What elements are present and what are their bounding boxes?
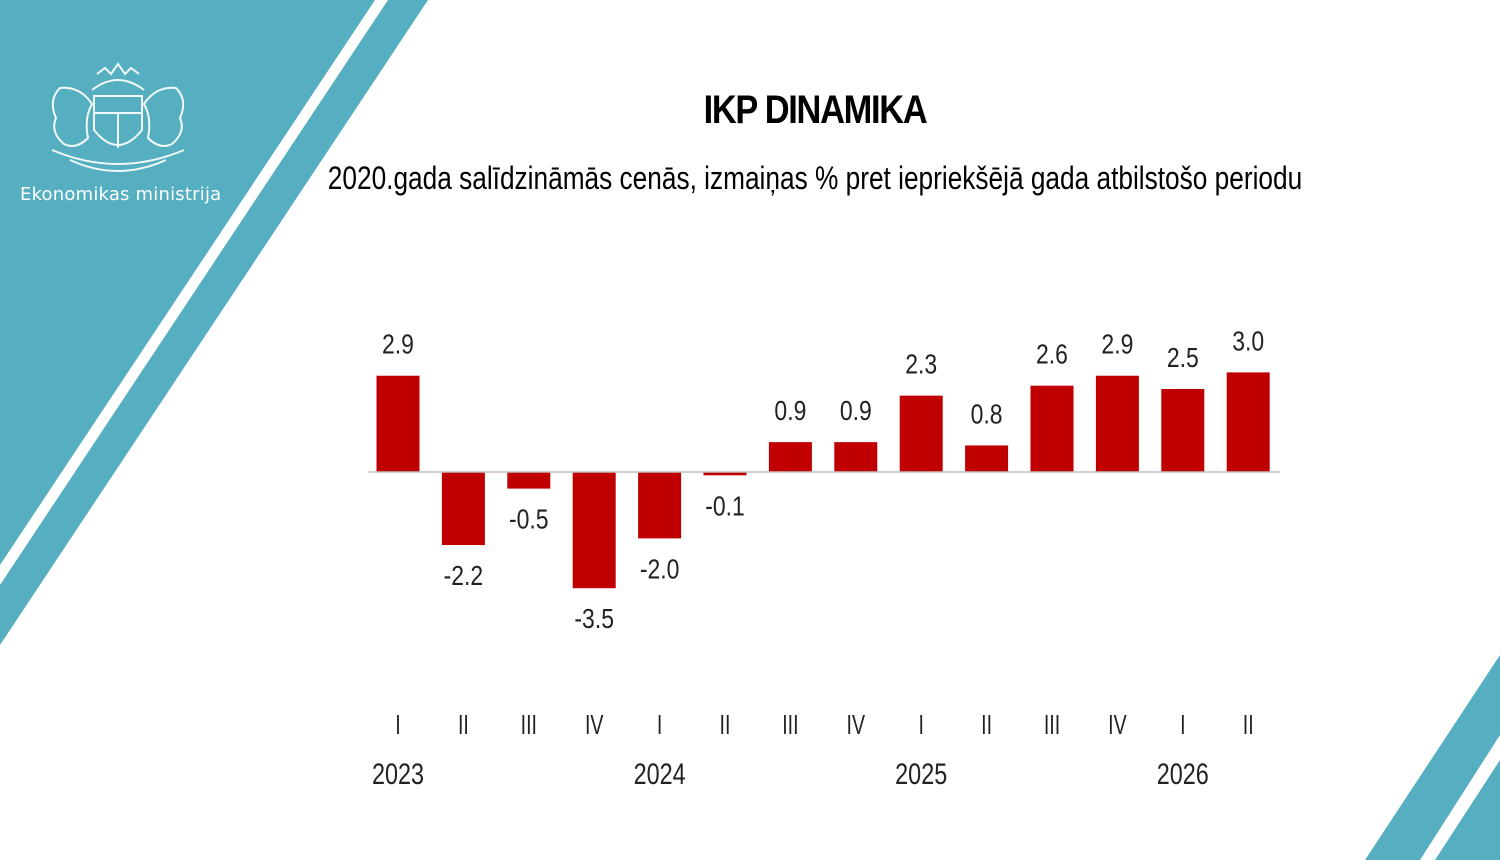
category-label: III	[521, 710, 537, 741]
category-label: II	[720, 710, 731, 741]
value-label: 2.5	[1167, 343, 1199, 374]
year-label: 2024	[634, 757, 686, 790]
category-label: IV	[1108, 710, 1127, 741]
value-label: 0.9	[840, 396, 872, 427]
right-accent-corner	[1435, 760, 1500, 860]
org-name: Ekonomikas ministrija	[20, 184, 222, 205]
value-labels-group: 2.9 -2.2 -0.5 -3.5 -2.0 -0.1 0.9 0.9 2.3 0.8 2.6 2.…	[382, 326, 1264, 634]
value-label: 0.9	[774, 396, 806, 427]
arms-oak-branches	[51, 149, 185, 165]
category-label: II	[981, 710, 992, 741]
bar	[834, 442, 878, 472]
category-label: III	[782, 710, 798, 741]
category-label: I	[1180, 710, 1185, 741]
bars-group	[376, 372, 1270, 589]
category-label: II	[458, 710, 469, 741]
arms-stars	[96, 62, 140, 76]
value-label: 2.9	[382, 330, 414, 361]
bar	[965, 445, 1009, 472]
value-label: -0.1	[705, 491, 745, 522]
bar	[1095, 375, 1139, 472]
bar	[638, 472, 682, 539]
bar	[703, 472, 747, 476]
value-label: 2.3	[905, 350, 937, 381]
value-label: -3.5	[574, 604, 614, 635]
value-label: -2.2	[444, 561, 484, 592]
latvia-coat-of-arms-icon	[51, 62, 185, 172]
category-label: I	[918, 710, 923, 741]
bar	[1226, 372, 1270, 472]
value-label: -0.5	[509, 505, 549, 536]
arms-lion	[51, 86, 94, 147]
bar	[507, 472, 551, 489]
bar	[376, 375, 420, 472]
year-labels-group: 2023 2024 2025 2026	[372, 757, 1209, 790]
arms-sun-arc	[91, 79, 145, 91]
right-accent-stripe	[1365, 655, 1500, 860]
bar	[441, 472, 485, 546]
category-label: I	[657, 710, 662, 741]
category-label: II	[1243, 710, 1254, 741]
arms-griffin	[142, 86, 185, 147]
value-label: 2.9	[1101, 330, 1133, 361]
value-label: 3.0	[1232, 326, 1264, 357]
category-label: III	[1044, 710, 1060, 741]
category-label: IV	[847, 710, 866, 741]
bar	[572, 472, 616, 589]
arms-shield	[93, 95, 143, 146]
year-label: 2026	[1157, 757, 1209, 790]
year-label: 2025	[895, 757, 947, 790]
bar	[899, 395, 943, 472]
left-accent-stripe	[0, 0, 428, 645]
category-label: IV	[585, 710, 604, 741]
category-label: I	[395, 710, 400, 741]
year-label: 2023	[372, 757, 424, 790]
value-label: -2.0	[640, 554, 680, 585]
chart-title: IKP DINAMIKA	[703, 88, 928, 132]
left-accent-panel	[0, 0, 375, 565]
value-label: 2.6	[1036, 340, 1068, 371]
bar	[1030, 385, 1074, 472]
bar	[1161, 389, 1205, 472]
chart-subtitle: 2020.gada salīdzināmās cenās, izmaiņas %…	[327, 160, 1303, 196]
category-labels-group: I II III IV I II III IV I II III IV I II	[395, 710, 1253, 741]
bar	[768, 442, 812, 472]
value-label: 0.8	[971, 399, 1003, 430]
